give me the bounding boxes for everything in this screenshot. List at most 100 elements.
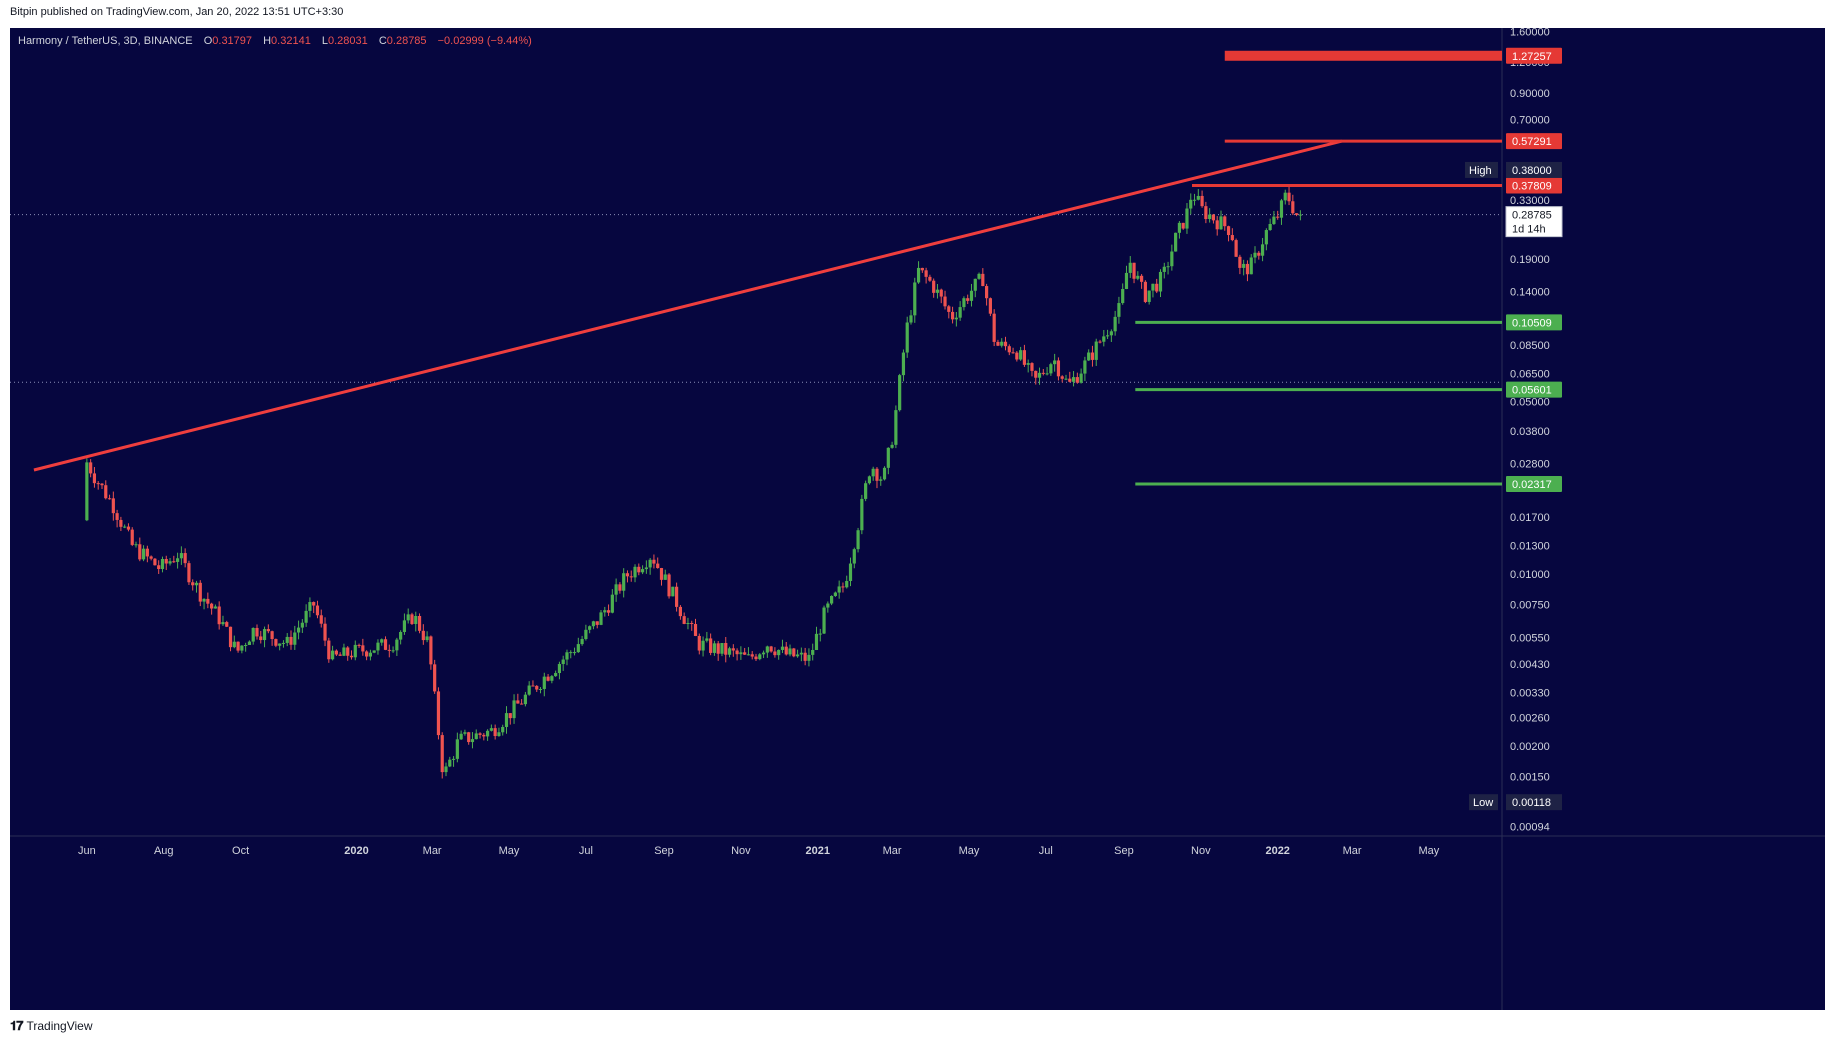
candle-body	[119, 520, 122, 527]
price-tick-label: 0.90000	[1510, 88, 1550, 100]
candle-body	[785, 647, 788, 655]
candle-body	[1261, 244, 1264, 255]
candle-body	[1117, 303, 1120, 317]
candle-body	[645, 567, 648, 569]
candle-body	[902, 353, 905, 376]
open-label: O	[204, 35, 213, 47]
candle-body	[199, 583, 202, 602]
candle-body	[116, 513, 119, 520]
price-tick-label: 0.01700	[1510, 512, 1550, 524]
candle-body	[615, 584, 618, 594]
candle-body	[883, 468, 886, 480]
candle-body	[841, 586, 844, 587]
candle-body	[339, 655, 342, 656]
candle-body	[1151, 284, 1154, 291]
candle-body	[698, 636, 701, 651]
candle-body	[509, 713, 512, 718]
low-value-label: 0.00118	[1512, 797, 1551, 809]
candle-body	[1076, 377, 1079, 383]
price-tick-label: 0.70000	[1510, 115, 1550, 127]
candle-body	[229, 627, 232, 647]
candle-body	[1170, 252, 1173, 267]
candle-body	[943, 297, 946, 307]
candle-body	[804, 653, 807, 661]
candle-body	[422, 631, 425, 640]
publish-info: Bitpin published on TradingView.com, Jan…	[10, 6, 343, 18]
candle-body	[906, 322, 909, 352]
candle-body	[433, 664, 436, 691]
symbol-label: Harmony / TetherUS, 3D, BINANCE	[18, 35, 193, 47]
candle-body	[165, 559, 168, 564]
candle-body	[845, 581, 848, 587]
candle-body	[754, 657, 757, 660]
candle-body	[1023, 350, 1026, 365]
candle-body	[630, 576, 633, 577]
candle-body	[819, 634, 822, 635]
candle-body	[679, 607, 682, 616]
candle-body	[962, 298, 965, 307]
candle-body	[966, 298, 969, 301]
candle-body	[482, 735, 485, 737]
price-tick-label: 0.00200	[1510, 741, 1550, 753]
candle-body	[475, 733, 478, 739]
candle-body	[305, 611, 308, 623]
tradingview-logo-icon[interactable]: 𝟏𝟕	[10, 1018, 22, 1034]
candle-body	[928, 277, 931, 281]
candle-body	[142, 549, 145, 560]
candle-body	[320, 615, 323, 623]
candle-body	[1064, 379, 1067, 380]
candle-body	[739, 652, 742, 654]
candle-body	[407, 614, 410, 620]
candle-body	[1129, 263, 1132, 273]
candle-body	[206, 599, 209, 604]
candle-body	[138, 544, 141, 559]
candle-body	[1057, 360, 1060, 376]
candle-body	[947, 306, 950, 312]
candle-body	[365, 651, 368, 656]
candle-body	[683, 616, 686, 624]
candle-body	[1284, 193, 1287, 201]
candle-body	[898, 375, 901, 410]
candle-body	[380, 639, 383, 642]
candle-body	[830, 596, 833, 604]
candle-body	[1106, 335, 1109, 336]
time-tick-label: Nov	[1191, 845, 1211, 857]
candle-body	[856, 530, 859, 549]
candle-body	[410, 614, 413, 624]
brand-label[interactable]: TradingView	[26, 1019, 92, 1033]
candle-body	[1276, 217, 1279, 218]
time-tick-label: Nov	[731, 845, 751, 857]
candle-body	[732, 648, 735, 650]
candle-body	[1004, 342, 1007, 346]
candle-body	[286, 637, 289, 643]
time-tick-label: 2021	[806, 845, 830, 857]
candle-body	[796, 654, 799, 656]
candle-body	[894, 410, 897, 445]
price-chart[interactable]: 1.600001.200000.900000.700000.330000.190…	[10, 28, 1825, 1010]
time-tick-label: Sep	[1114, 845, 1134, 857]
candle-body	[388, 650, 391, 651]
candle-body	[603, 610, 606, 612]
candle-body	[391, 650, 394, 651]
candle-body	[675, 587, 678, 607]
candle-body	[996, 342, 999, 346]
candle-body	[690, 623, 693, 624]
candle-body	[751, 654, 754, 656]
candle-body	[879, 479, 882, 480]
candle-body	[762, 653, 765, 655]
candle-body	[1166, 266, 1169, 267]
price-tick-label: 0.06500	[1510, 369, 1550, 381]
candle-body	[460, 734, 463, 740]
candle-body	[1178, 223, 1181, 233]
candle-body	[713, 643, 716, 653]
candle-body	[150, 556, 153, 558]
time-tick-label: Mar	[1343, 845, 1362, 857]
candle-body	[989, 298, 992, 313]
price-tick-label: 0.01300	[1510, 541, 1550, 553]
candle-body	[815, 634, 818, 650]
candle-body	[429, 636, 432, 664]
candle-body	[467, 732, 470, 742]
candle-body	[1045, 373, 1048, 374]
candle-body	[667, 574, 670, 596]
chart-frame[interactable]: 1.600001.200000.900000.700000.330000.190…	[10, 28, 1825, 1010]
